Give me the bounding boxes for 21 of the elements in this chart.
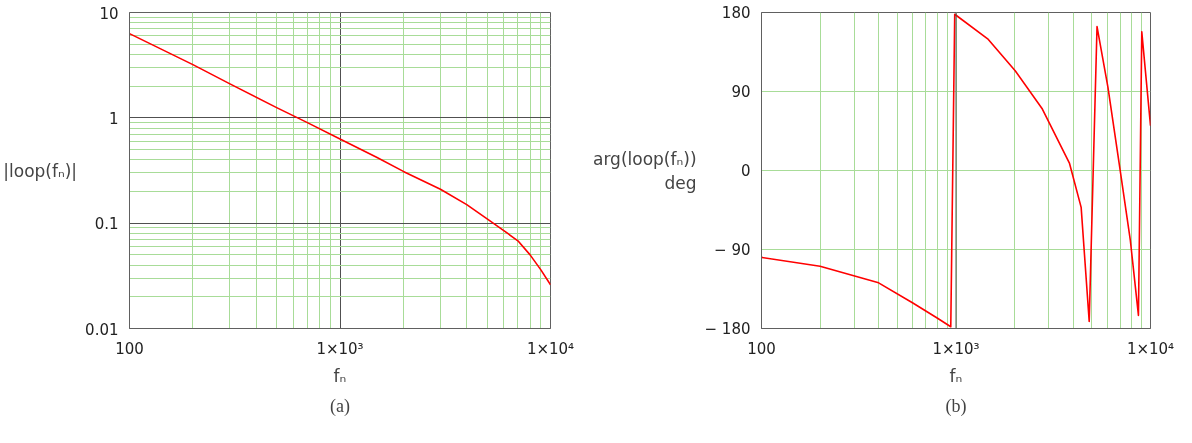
y-tick-label: 90 xyxy=(731,82,751,101)
x-tick-label: 100 xyxy=(115,339,144,358)
y-tick-label: 0.1 xyxy=(94,215,119,234)
y-tick-label: 0.01 xyxy=(85,320,119,339)
x-axis-title: fₙ xyxy=(333,365,347,386)
y-tick-label: − 180 xyxy=(704,319,751,338)
y-axis-title: arg(loop(fₙ)) deg xyxy=(593,148,697,193)
y-axis-title: |loop(fₙ)| xyxy=(3,160,78,181)
x-tick-label: 1×10⁴ xyxy=(526,339,575,358)
x-tick-label: 1×10³ xyxy=(932,339,980,358)
text: (a) xyxy=(330,395,350,417)
y-tick-label: 180 xyxy=(721,3,751,22)
x-axis-title: fₙ xyxy=(949,365,963,386)
text: (b) xyxy=(945,395,967,417)
x-tick-label: 100 xyxy=(747,339,776,358)
y-tick-label: 0 xyxy=(740,161,751,180)
x-tick-label: 1×10⁴ xyxy=(1126,339,1175,358)
y-tick-label: 10 xyxy=(99,4,119,23)
y-tick-label: 1 xyxy=(108,109,119,128)
x-tick-label: 1×10³ xyxy=(316,339,364,358)
y-tick-label: − 90 xyxy=(714,240,751,259)
